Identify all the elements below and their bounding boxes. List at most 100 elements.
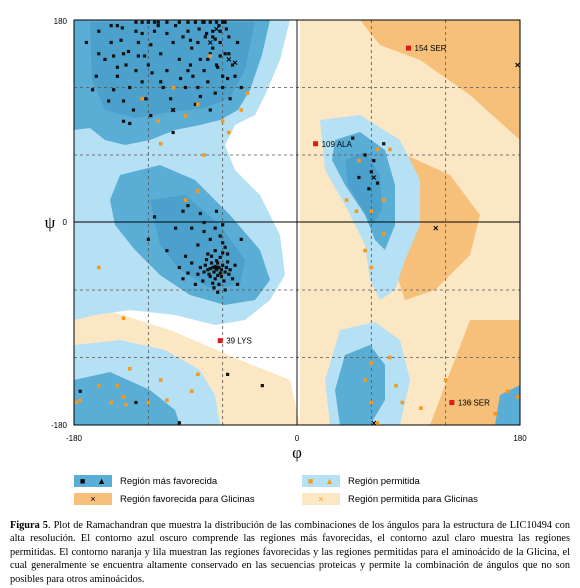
outlier-label: 154 SER: [415, 44, 447, 53]
residue-point: [208, 52, 212, 56]
residue-point: [202, 270, 206, 274]
glycine-residue-point: [202, 153, 206, 157]
residue-point: [363, 153, 367, 157]
residue-point: [171, 130, 175, 135]
residue-point: [196, 40, 200, 45]
residue-point: [190, 261, 194, 265]
residue-point: [128, 121, 132, 126]
glycine-residue-point: [158, 378, 163, 382]
residue-point: [188, 38, 193, 42]
glycine-residue-point: [344, 198, 349, 202]
residue-point: [221, 85, 225, 90]
residue-point: [204, 258, 209, 262]
glycine-cross-point: [515, 62, 520, 68]
glycine-residue-point: [357, 158, 361, 163]
residue-point: [219, 268, 224, 272]
glycine-residue-point: [394, 383, 398, 388]
residue-point: [183, 254, 188, 258]
residue-point: [112, 54, 116, 58]
glycine-cross-point: [226, 57, 232, 62]
residue-point: [178, 76, 183, 81]
residue-point: [134, 69, 138, 73]
residue-point: [214, 259, 219, 263]
residue-point: [211, 265, 215, 270]
residue-point: [233, 74, 237, 78]
legend-item-most-favoured: ■ ▲ Región más favorecida: [74, 474, 217, 488]
residue-point: [207, 272, 211, 276]
residue-point: [177, 265, 181, 270]
residue-point: [216, 261, 220, 265]
residue-point: [211, 46, 215, 50]
residue-point: [202, 20, 206, 24]
plot-frame: [73, 19, 521, 426]
figure-caption: Figura 5. Plot de Ramachandran que muest…: [10, 519, 570, 586]
residue-point: [193, 20, 198, 24]
square-marker-icon: ■: [307, 475, 314, 486]
residue-point: [382, 142, 386, 146]
residue-point: [94, 74, 98, 78]
residue-point: [202, 229, 206, 234]
residue-point: [203, 263, 207, 267]
residue-point: [211, 29, 215, 33]
glycine-residue-point: [369, 400, 374, 405]
residue-point: [209, 254, 214, 258]
residue-point: [235, 40, 240, 45]
glycine-residue-point: [388, 355, 392, 360]
residue-point: [208, 108, 212, 112]
y-tick-min: -180: [51, 421, 68, 430]
residue-point: [226, 260, 230, 264]
residue-point: [214, 209, 219, 213]
residue-point: [156, 20, 160, 24]
residue-point: [221, 263, 225, 267]
glycine-residue-point: [245, 91, 250, 95]
residue-point: [190, 226, 194, 230]
glycine-residue-point: [115, 383, 120, 388]
x-tick-max: 180: [513, 434, 527, 443]
residue-point: [159, 80, 163, 84]
glycine-residue-point: [196, 372, 200, 377]
residue-point: [206, 57, 210, 61]
glycine-residue-point: [109, 400, 113, 405]
residue-point: [228, 97, 232, 101]
outlier-point: [406, 45, 411, 51]
residue-point: [223, 270, 227, 274]
residue-point: [202, 220, 206, 225]
glycine-residue-point: [220, 119, 225, 124]
residue-point: [186, 29, 190, 33]
residue-point: [217, 265, 221, 270]
residue-point: [223, 245, 227, 249]
residue-point: [186, 69, 190, 73]
residue-point: [146, 237, 150, 241]
x-tick-zero: 0: [295, 434, 300, 443]
residue-point: [198, 265, 202, 270]
residue-point: [369, 170, 373, 174]
residue-point: [212, 286, 216, 290]
glycine-residue-point: [354, 209, 359, 214]
residue-point: [223, 20, 227, 24]
residue-point: [208, 274, 212, 279]
residue-point: [213, 37, 217, 41]
residue-point: [198, 57, 202, 61]
residue-point: [140, 80, 144, 84]
residue-point: [197, 27, 201, 31]
residue-point: [216, 65, 220, 69]
residue-point: [218, 40, 222, 45]
residue-point: [149, 43, 153, 47]
residue-point: [169, 97, 173, 101]
glycine-residue-point: [363, 378, 367, 382]
residue-point: [224, 27, 228, 31]
glycine-residue-point: [124, 402, 128, 407]
y-axis-label: ψ: [45, 213, 56, 232]
glycine-cross-point: [214, 265, 219, 270]
residue-point: [128, 85, 132, 90]
residue-point: [186, 20, 190, 24]
residue-point: [134, 400, 138, 405]
residue-point: [221, 251, 225, 255]
residue-point: [201, 279, 205, 283]
glycine-residue-point: [400, 400, 405, 405]
residue-point: [146, 20, 150, 24]
residue-point: [226, 252, 230, 256]
glycine-cross-point: [433, 225, 439, 231]
glycine-residue-point: [96, 265, 101, 270]
residue-point: [372, 159, 376, 163]
